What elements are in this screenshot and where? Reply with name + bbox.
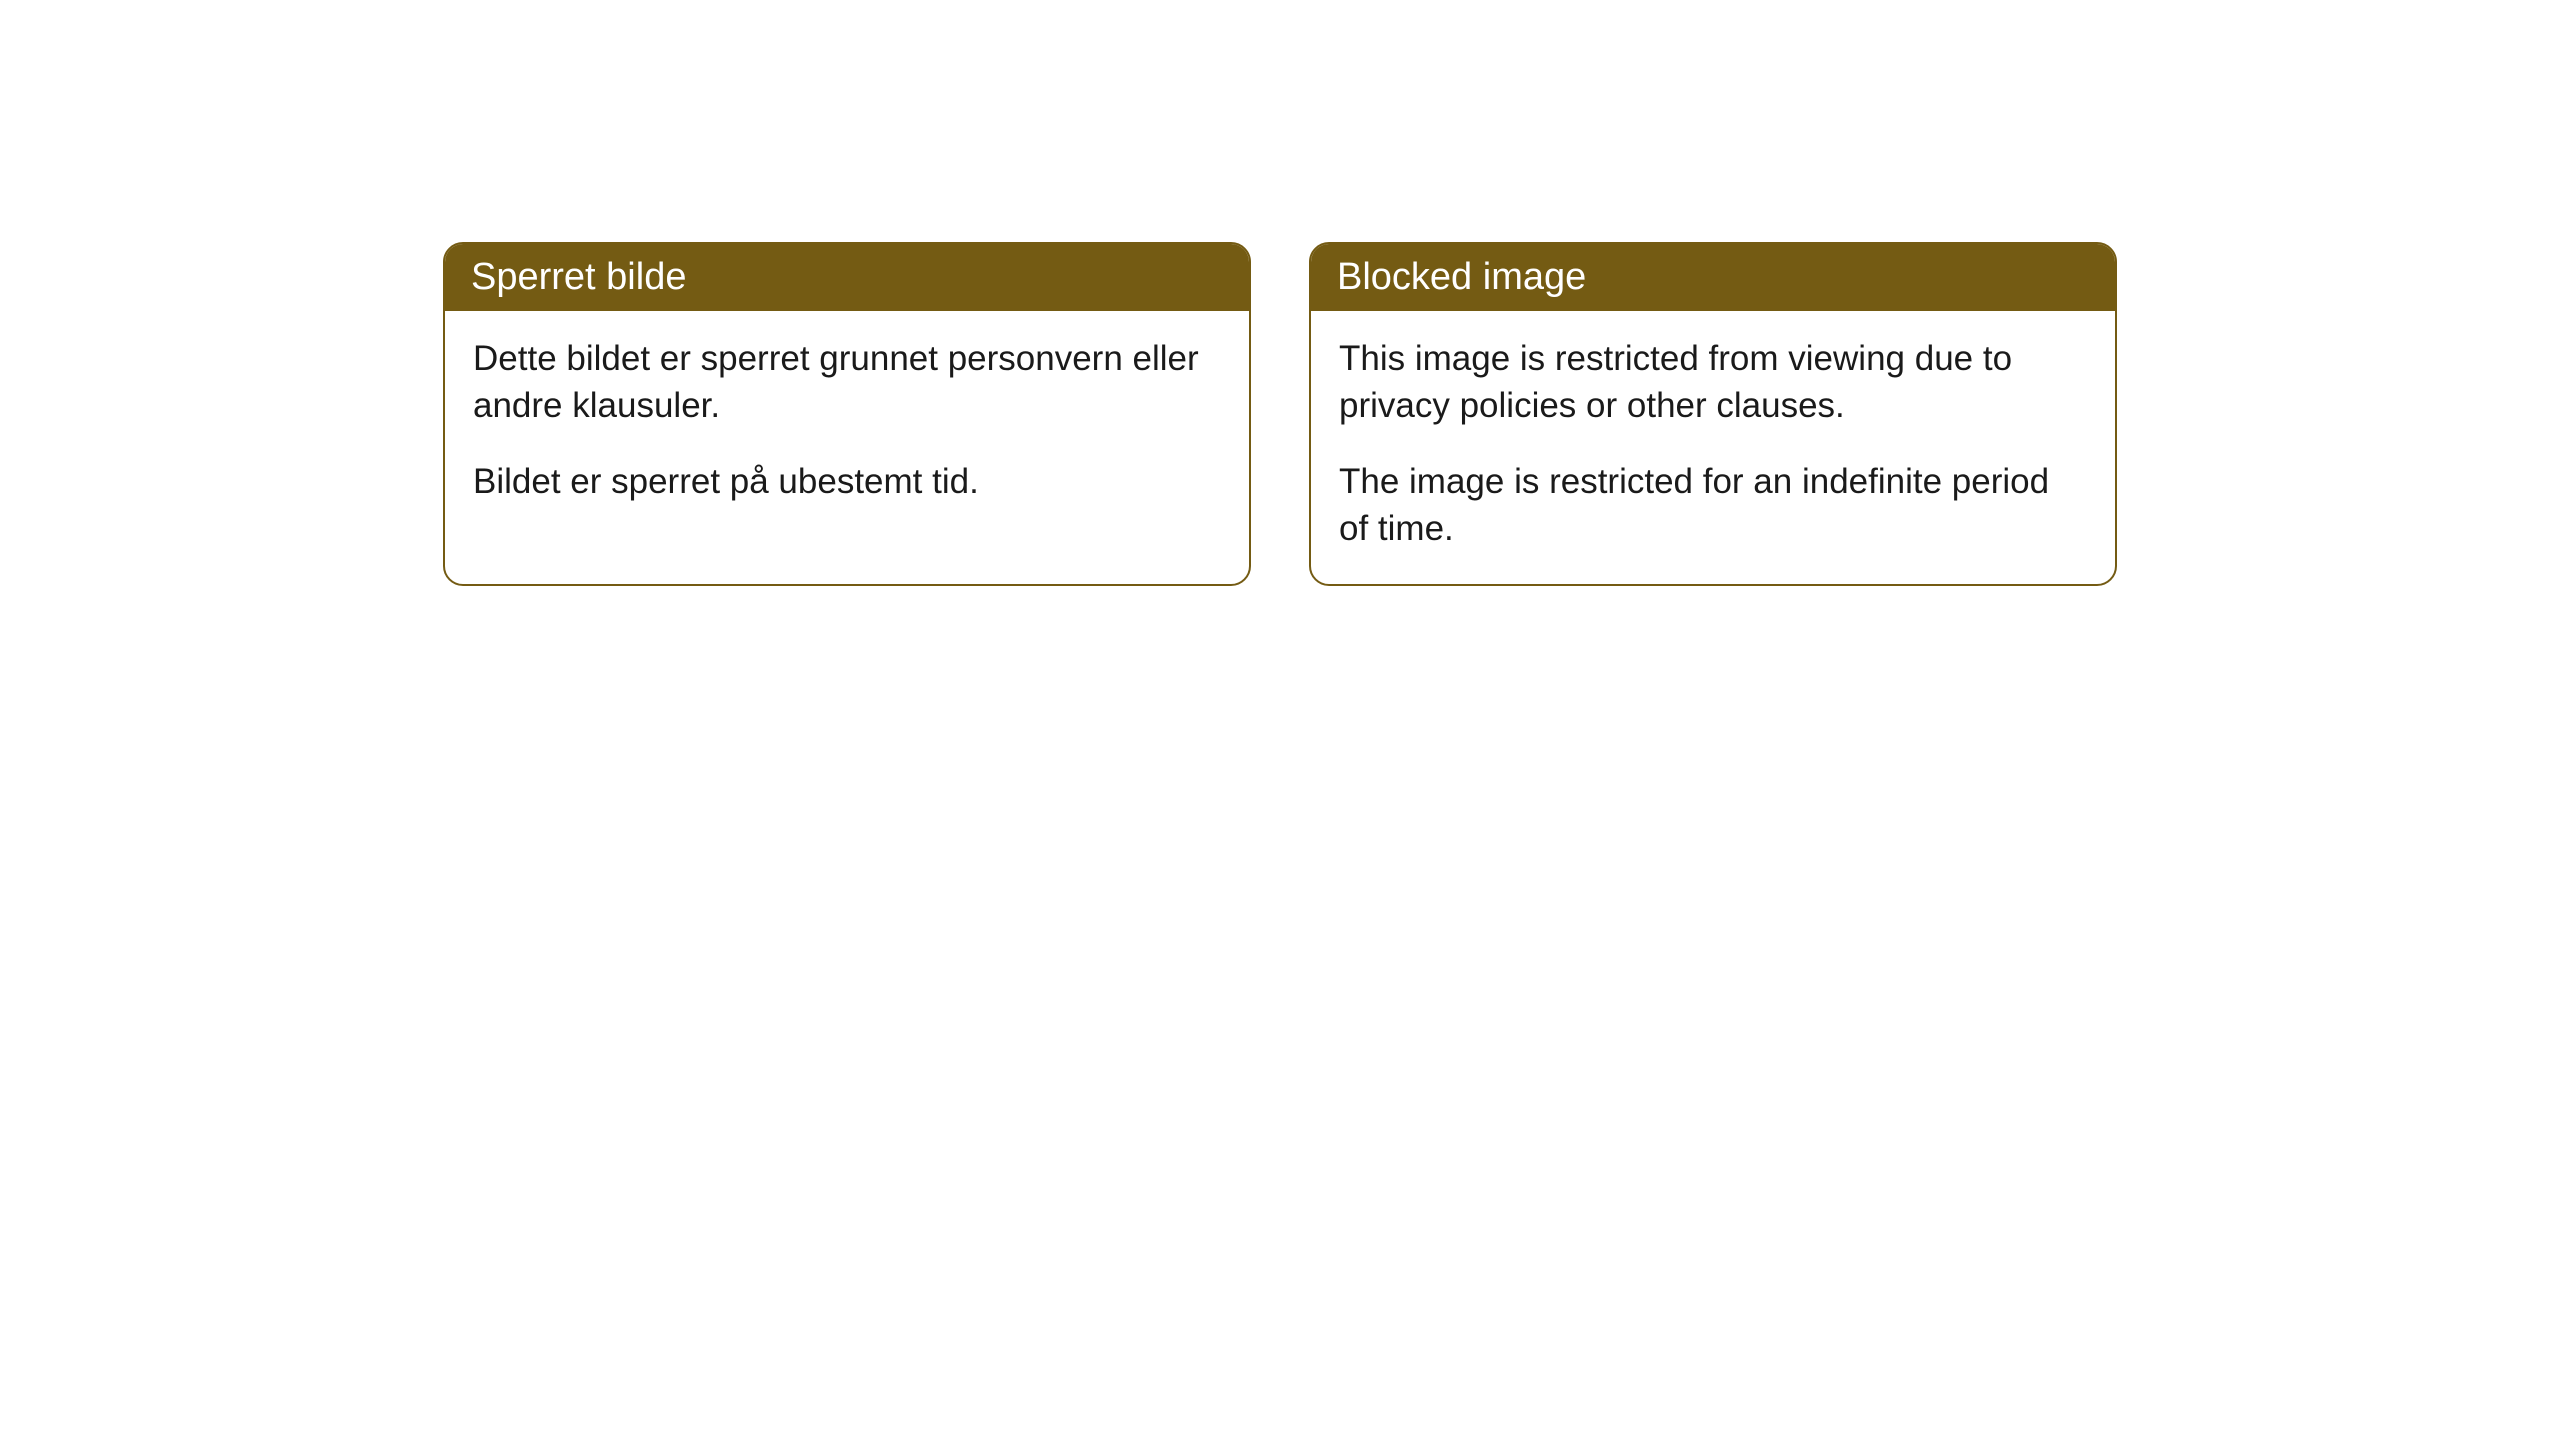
notice-card-english: Blocked image This image is restricted f… xyxy=(1309,242,2117,586)
card-paragraph: The image is restricted for an indefinit… xyxy=(1339,458,2087,553)
notice-cards-container: Sperret bilde Dette bildet er sperret gr… xyxy=(443,242,2117,586)
card-body-english: This image is restricted from viewing du… xyxy=(1311,311,2115,584)
card-header-english: Blocked image xyxy=(1311,244,2115,311)
card-paragraph: Dette bildet er sperret grunnet personve… xyxy=(473,335,1221,430)
card-body-norwegian: Dette bildet er sperret grunnet personve… xyxy=(445,311,1249,537)
card-paragraph: This image is restricted from viewing du… xyxy=(1339,335,2087,430)
card-header-norwegian: Sperret bilde xyxy=(445,244,1249,311)
notice-card-norwegian: Sperret bilde Dette bildet er sperret gr… xyxy=(443,242,1251,586)
card-paragraph: Bildet er sperret på ubestemt tid. xyxy=(473,458,1221,505)
